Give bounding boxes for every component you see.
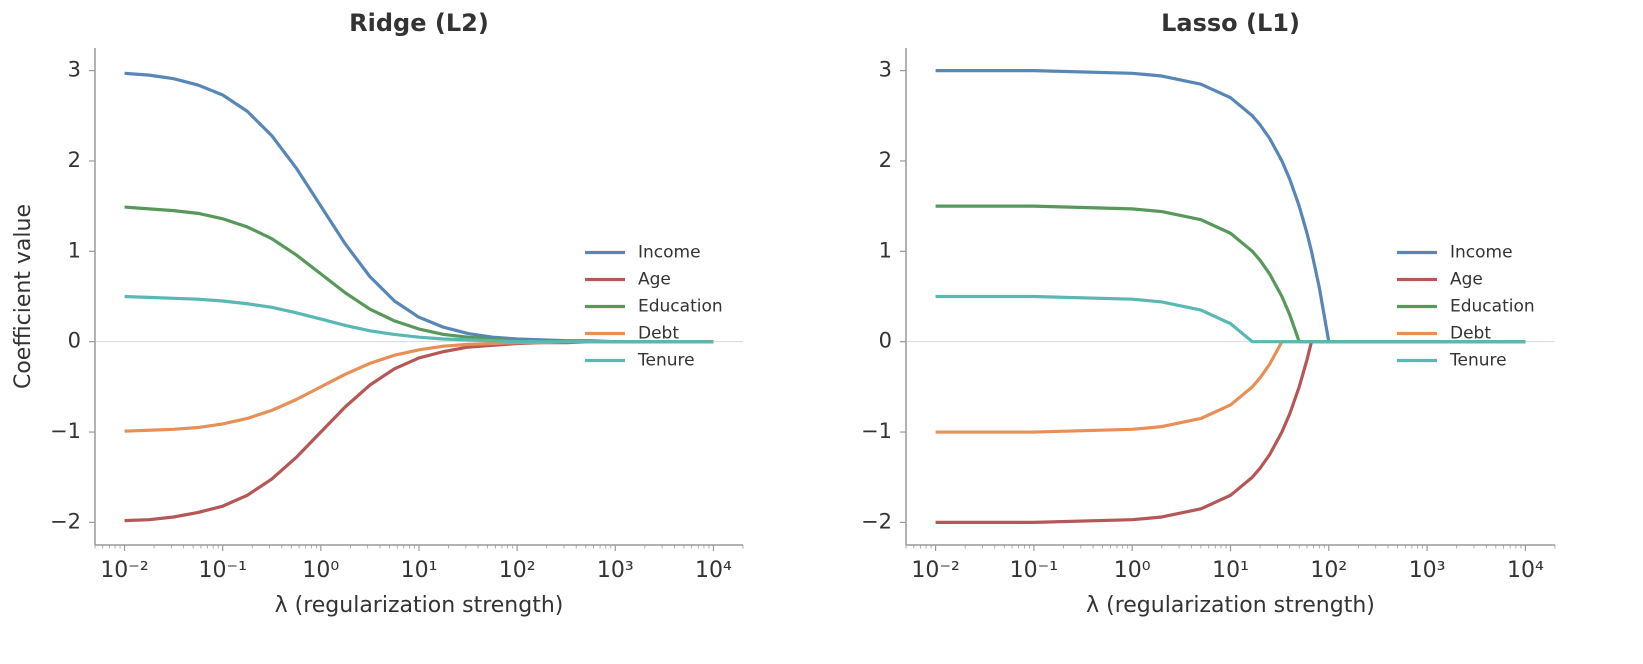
- legend-label: Income: [638, 243, 701, 263]
- x-tick-label: 10⁴: [695, 558, 732, 583]
- y-tick-label: −1: [861, 419, 892, 443]
- y-tick-label: −2: [50, 509, 81, 533]
- y-tick-label: 0: [68, 329, 81, 353]
- y-tick-label: −1: [50, 419, 81, 443]
- legend-label: Education: [1450, 297, 1535, 317]
- x-tick-label: 10¹: [1212, 558, 1249, 583]
- x-tick-label: 10⁴: [1507, 558, 1544, 583]
- y-tick-label: 3: [879, 58, 892, 82]
- legend-label: Age: [638, 270, 671, 290]
- legend-label: Tenure: [637, 351, 695, 371]
- series-line: [124, 294, 714, 344]
- series-line: [935, 68, 1526, 344]
- chart-title: Lasso (L1): [1161, 9, 1300, 37]
- series-line: [124, 340, 714, 433]
- legend-label: Tenure: [1449, 351, 1507, 371]
- y-tick-label: 2: [879, 148, 892, 172]
- y-tick-label: −2: [861, 509, 892, 533]
- series-line: [124, 205, 714, 344]
- y-tick-label: 3: [68, 58, 81, 82]
- x-tick-label: 10³: [597, 558, 634, 583]
- legend-label: Income: [1450, 243, 1513, 263]
- x-axis-label: λ (regularization strength): [1086, 593, 1375, 618]
- x-tick-label: 10⁻¹: [1010, 558, 1058, 583]
- y-tick-label: 0: [879, 329, 892, 353]
- series-line: [935, 294, 1526, 344]
- x-tick-label: 10⁻²: [911, 558, 959, 583]
- x-tick-label: 10³: [1409, 558, 1446, 583]
- series-line: [935, 340, 1526, 434]
- legend-label: Debt: [638, 324, 679, 344]
- x-tick-label: 10⁰: [302, 558, 339, 583]
- series-line: [935, 204, 1526, 344]
- legend-label: Age: [1450, 270, 1483, 290]
- series-line: [124, 340, 714, 523]
- y-tick-label: 1: [68, 238, 81, 262]
- x-tick-label: 10⁻¹: [198, 558, 246, 583]
- x-tick-label: 10¹: [401, 558, 438, 583]
- chart-title: Ridge (L2): [349, 9, 489, 37]
- x-tick-label: 10⁻²: [100, 558, 148, 583]
- x-tick-label: 10⁰: [1114, 558, 1151, 583]
- y-tick-label: 2: [68, 148, 81, 172]
- x-tick-label: 10²: [499, 558, 536, 583]
- legend-label: Education: [638, 297, 723, 317]
- y-tick-label: 1: [879, 238, 892, 262]
- x-tick-label: 10²: [1310, 558, 1347, 583]
- x-axis-label: λ (regularization strength): [275, 593, 564, 618]
- legend-label: Debt: [1450, 324, 1491, 344]
- y-axis-label: Coefficient value: [11, 204, 36, 389]
